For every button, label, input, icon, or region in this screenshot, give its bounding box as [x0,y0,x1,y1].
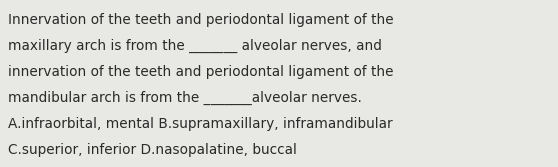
Text: C.superior, inferior D.nasopalatine, buccal: C.superior, inferior D.nasopalatine, buc… [8,143,297,157]
Text: Innervation of the teeth and periodontal ligament of the: Innervation of the teeth and periodontal… [8,13,393,27]
Text: mandibular arch is from the _______alveolar nerves.: mandibular arch is from the _______alveo… [8,91,362,105]
Text: A.infraorbital, mental B.supramaxillary, inframandibular: A.infraorbital, mental B.supramaxillary,… [8,117,393,131]
Text: innervation of the teeth and periodontal ligament of the: innervation of the teeth and periodontal… [8,65,393,79]
Text: maxillary arch is from the _______ alveolar nerves, and: maxillary arch is from the _______ alveo… [8,39,382,53]
